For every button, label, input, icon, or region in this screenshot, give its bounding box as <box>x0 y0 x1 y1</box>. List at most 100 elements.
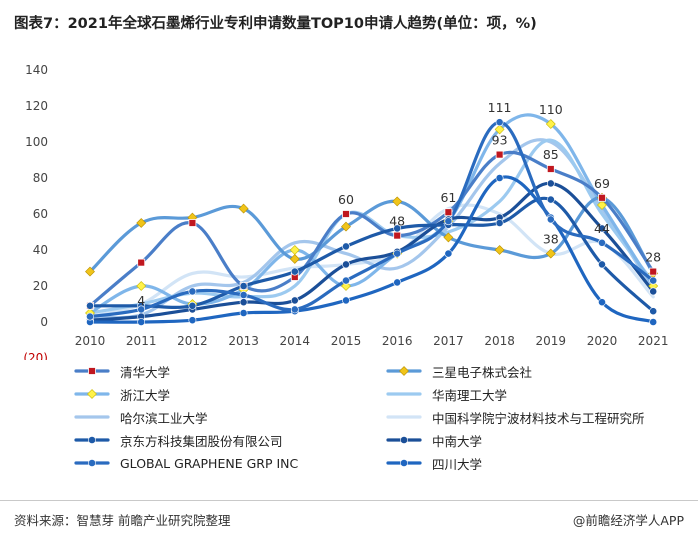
data-point-8-3 <box>239 291 248 299</box>
x-tick-label: 2015 <box>331 334 362 348</box>
y-tick-label: 120 <box>25 99 48 113</box>
legend-item: 四川大学 <box>386 454 482 472</box>
data-point-7-4 <box>290 296 299 305</box>
data-labels: 60 48 61 93 85 69 28 110 4 38 44 111 <box>137 100 661 308</box>
data-point-8-11 <box>649 276 658 285</box>
data-point-0-9 <box>546 165 555 173</box>
legend-swatch <box>74 459 110 467</box>
data-label: 110 <box>539 102 563 117</box>
data-label: 60 <box>338 192 354 207</box>
y-tick-label: 0 <box>40 315 48 329</box>
data-point-8-10 <box>598 238 606 247</box>
legend-swatch <box>386 459 422 467</box>
data-point-7-3 <box>239 298 248 307</box>
legend-marker <box>399 366 409 376</box>
data-label: 44 <box>594 221 610 236</box>
data-point-8-7 <box>444 217 453 226</box>
series-lines <box>88 113 655 324</box>
x-tick-label: 2020 <box>587 334 618 348</box>
data-point-2-4 <box>289 245 300 255</box>
data-point-6-2 <box>188 301 197 310</box>
data-label: 85 <box>543 147 559 162</box>
legend-label: 中国科学院宁波材料技术与工程研究所 <box>432 410 645 426</box>
brand-credit: @前瞻经济学人APP <box>572 513 684 528</box>
data-point-2-1 <box>136 281 147 291</box>
legend-label: 京东方科技集团股份有限公司 <box>120 433 283 449</box>
data-point-6-8 <box>495 219 504 227</box>
data-point-1-6 <box>392 196 403 207</box>
x-tick-label: 2012 <box>177 334 208 348</box>
data-point-8-0 <box>86 312 94 321</box>
legend-swatch <box>386 366 422 376</box>
data-point-0-10 <box>598 193 606 202</box>
x-tick-label: 2016 <box>382 334 413 348</box>
x-axis: 2010 2011 2012 2013 2014 2015 2016 2017 2018 2019… <box>75 334 669 348</box>
data-label: 48 <box>389 214 405 229</box>
legend-item: 浙江大学 <box>74 385 170 403</box>
data-point-0-8 <box>495 150 504 159</box>
data-label: 93 <box>492 133 508 148</box>
legend-swatch <box>74 436 110 444</box>
data-label: 4 <box>137 293 145 308</box>
data-point-0-1 <box>137 258 146 267</box>
data-label: 61 <box>440 190 456 205</box>
y-tick-label: (20) <box>23 351 48 360</box>
data-point-9-7 <box>444 249 453 258</box>
legend-label: 四川大学 <box>432 456 483 472</box>
data-point-6-6 <box>393 224 402 233</box>
data-point-9-6 <box>393 278 402 287</box>
x-tick-label: 2014 <box>280 334 311 348</box>
x-tick-label: 2013 <box>228 334 259 348</box>
legend-swatch <box>74 415 110 419</box>
legend-item: 京东方科技集团股份有限公司 <box>74 431 283 449</box>
y-tick-label: 60 <box>33 207 48 221</box>
data-point-8-4 <box>290 305 299 314</box>
data-point-7-5 <box>342 260 350 269</box>
data-point-0-6 <box>393 231 402 240</box>
legend-swatch <box>386 415 422 419</box>
data-point-9-10 <box>598 298 606 307</box>
data-point-1-5 <box>341 221 351 232</box>
data-point-8-5 <box>342 276 350 285</box>
data-point-8-2 <box>188 287 197 296</box>
legend-swatch <box>386 392 422 396</box>
legend-marker <box>87 389 97 399</box>
legend-marker <box>88 367 96 375</box>
data-point-1-9 <box>545 248 556 259</box>
data-point-6-0 <box>86 301 94 310</box>
x-tick-label: 2021 <box>638 334 669 348</box>
data-label: 69 <box>594 176 610 191</box>
source-note: 资料来源：智慧芽 前瞻产业研究院整理 <box>14 513 231 528</box>
data-point-7-11 <box>649 287 658 296</box>
x-tick-label: 2018 <box>484 334 515 348</box>
legend-item: 华南理工大学 <box>386 385 507 403</box>
data-point-0-11 <box>649 267 658 276</box>
data-point-0-5 <box>342 210 350 218</box>
legend-swatch <box>386 436 422 444</box>
data-point-9-1 <box>137 318 146 326</box>
chart-title: 图表7：2021年全球石墨烯行业专利申请数量TOP10申请人趋势(单位：项，%) <box>14 16 537 32</box>
x-tick-label: 2010 <box>75 334 106 348</box>
legend-swatch <box>74 367 110 375</box>
y-tick-label: 40 <box>33 243 48 257</box>
data-point-9-2 <box>188 316 197 325</box>
legend-label: 华南理工大学 <box>432 387 508 403</box>
legend-label: 浙江大学 <box>120 387 171 403</box>
legend-marker <box>400 436 408 444</box>
y-tick-label: 20 <box>33 279 48 293</box>
data-point-6-9 <box>546 195 555 204</box>
data-point-6-4 <box>290 267 299 276</box>
y-tick-label: 140 <box>25 63 48 77</box>
data-point-6-11 <box>649 307 658 316</box>
x-tick-label: 2019 <box>536 334 567 348</box>
legend-item: GLOBAL GRAPHENE GRP INC <box>74 454 298 472</box>
data-label: 38 <box>543 232 559 247</box>
legend-marker <box>88 436 96 444</box>
data-point-9-5 <box>342 296 350 305</box>
data-point-7-10 <box>598 224 606 233</box>
data-point-9-8 <box>495 174 504 182</box>
data-point-1-0 <box>85 266 95 277</box>
legend-item: 中南大学 <box>386 431 482 449</box>
data-point-1-7 <box>443 232 454 243</box>
x-tick-label: 2017 <box>433 334 464 348</box>
